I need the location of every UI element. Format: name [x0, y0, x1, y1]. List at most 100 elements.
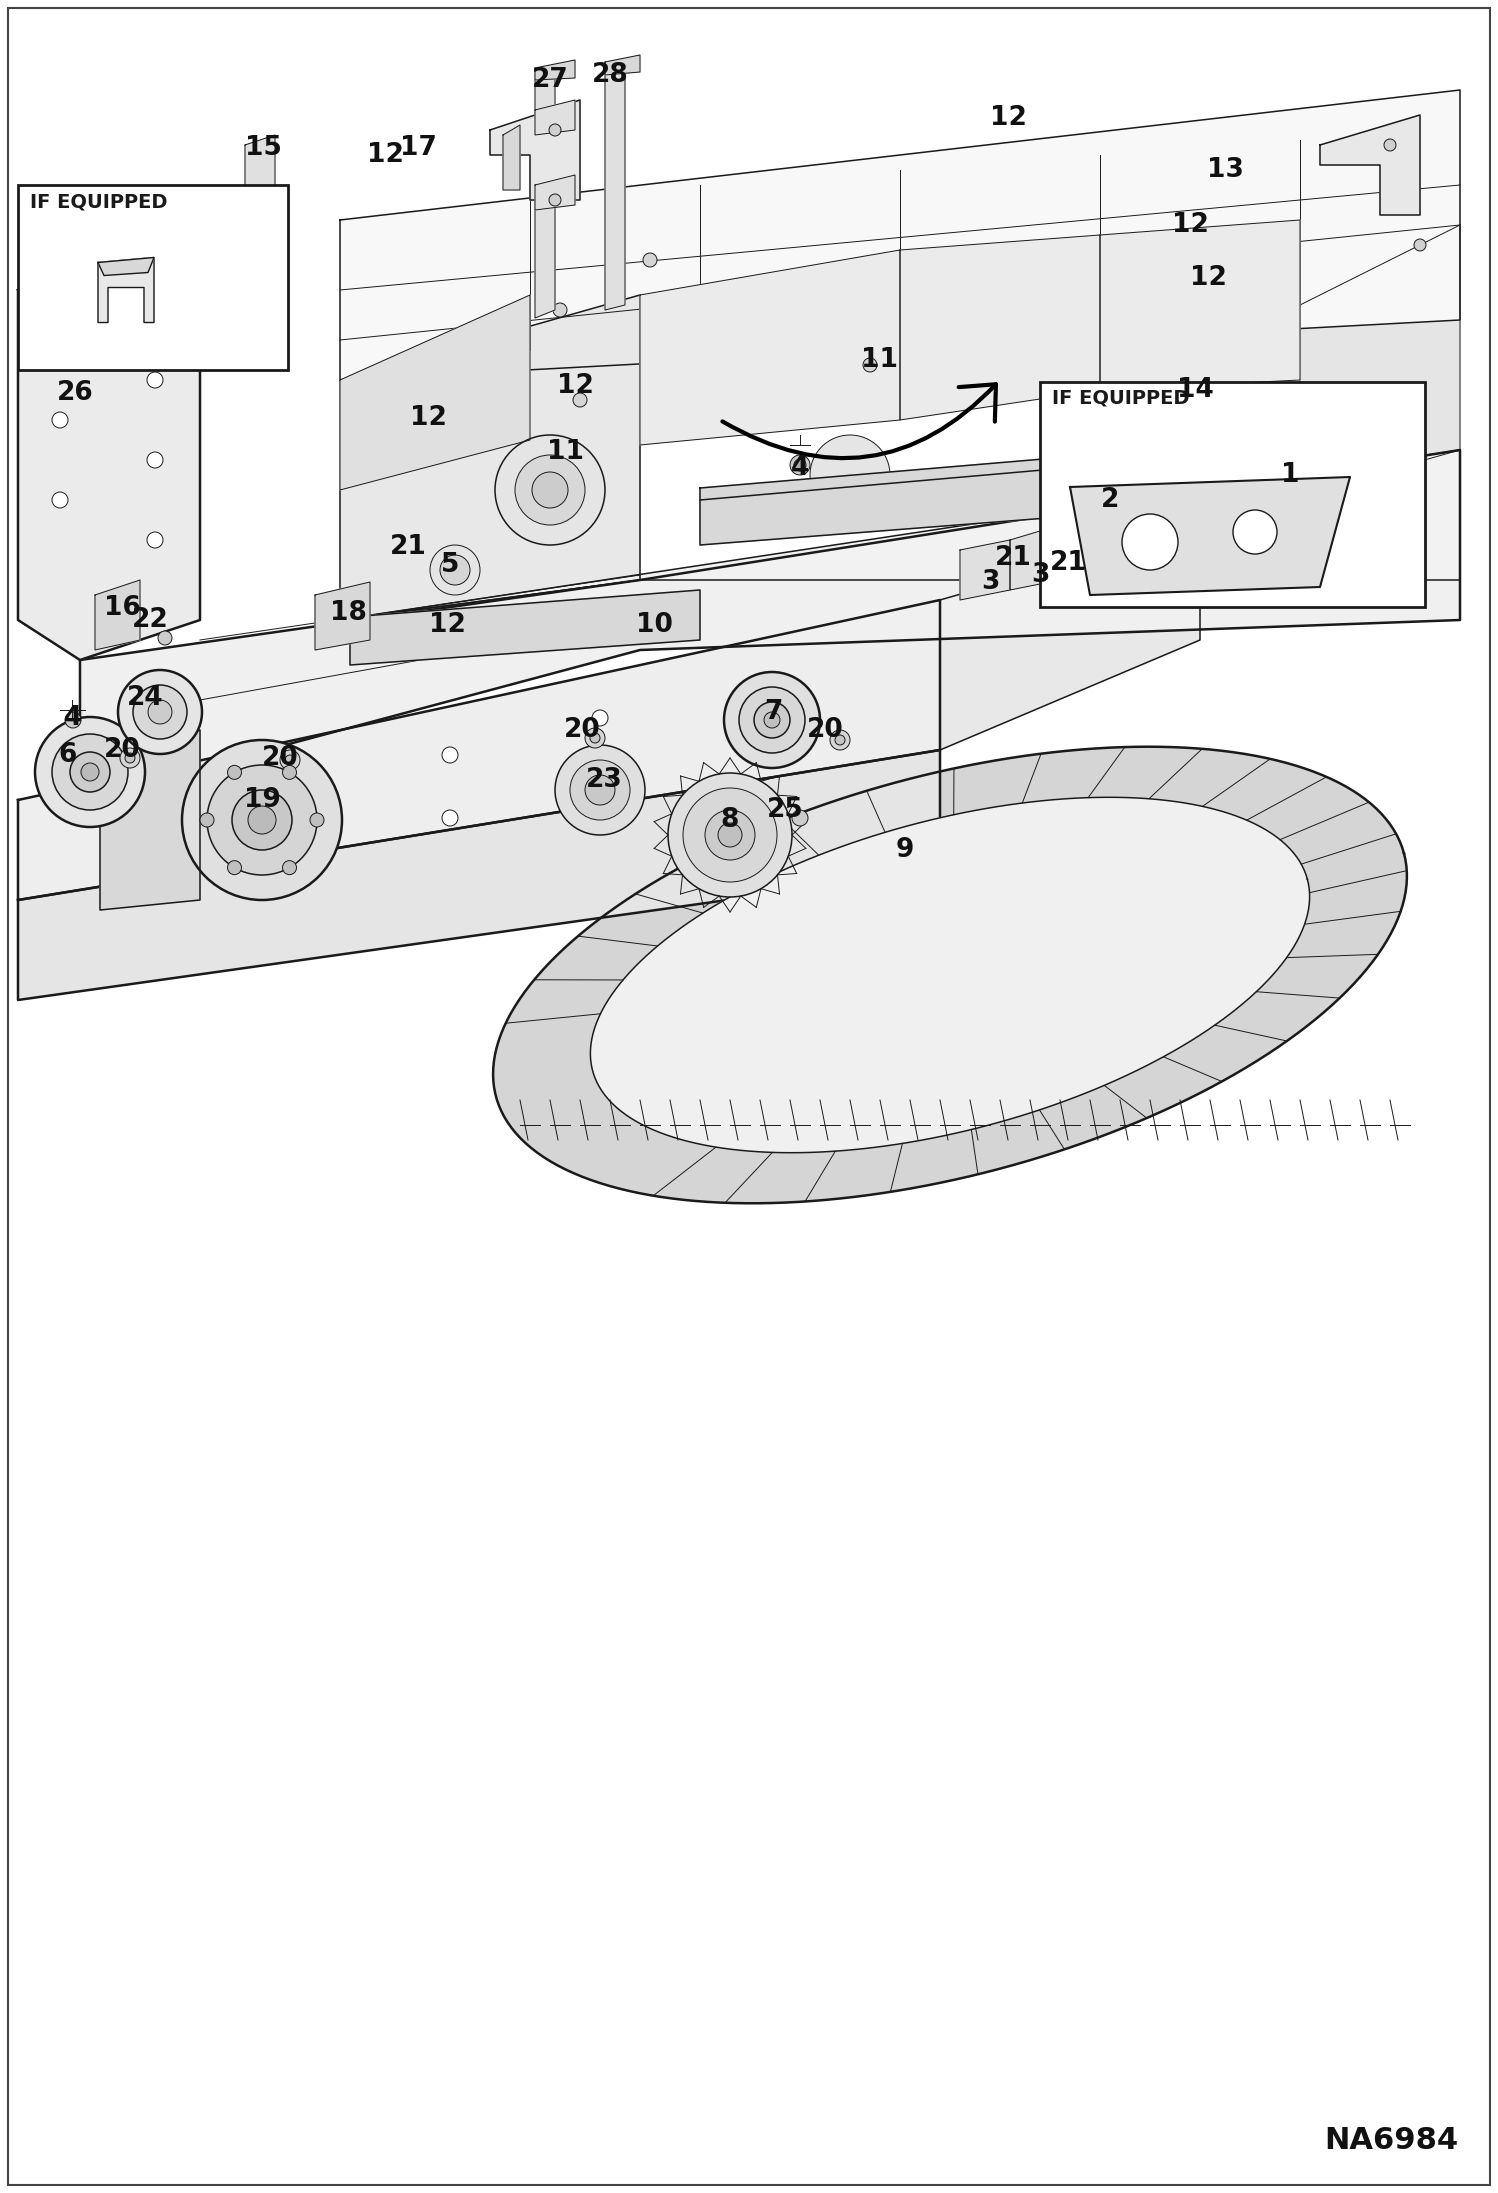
Text: 21: 21	[389, 535, 427, 559]
Text: 21: 21	[995, 546, 1032, 570]
Text: 19: 19	[244, 787, 280, 814]
Circle shape	[683, 787, 777, 882]
Text: 2: 2	[1101, 487, 1119, 513]
Circle shape	[207, 765, 318, 875]
Text: 4: 4	[791, 454, 809, 480]
Polygon shape	[340, 296, 640, 621]
Circle shape	[1279, 456, 1350, 526]
Circle shape	[494, 434, 605, 546]
Text: 12: 12	[409, 406, 446, 432]
Polygon shape	[246, 136, 276, 239]
Circle shape	[147, 452, 163, 467]
Text: 6: 6	[58, 741, 78, 768]
Text: 14: 14	[1176, 377, 1213, 404]
Polygon shape	[1100, 219, 1300, 390]
Circle shape	[794, 458, 806, 471]
Text: 24: 24	[127, 684, 163, 711]
Circle shape	[285, 754, 295, 765]
Circle shape	[548, 125, 560, 136]
Polygon shape	[605, 55, 640, 75]
Text: 12: 12	[557, 373, 593, 399]
Circle shape	[52, 735, 127, 809]
Polygon shape	[941, 524, 1200, 750]
Polygon shape	[97, 257, 154, 276]
Circle shape	[553, 303, 568, 318]
Polygon shape	[340, 296, 530, 489]
Circle shape	[430, 546, 479, 594]
Text: 20: 20	[563, 717, 601, 743]
Circle shape	[834, 735, 845, 746]
Circle shape	[1122, 513, 1177, 570]
Circle shape	[830, 730, 849, 750]
Circle shape	[764, 713, 780, 728]
Text: 12: 12	[1171, 213, 1209, 239]
Circle shape	[718, 822, 742, 846]
Polygon shape	[18, 601, 941, 899]
Circle shape	[228, 860, 241, 875]
Text: 28: 28	[592, 61, 628, 88]
Circle shape	[292, 846, 309, 864]
Text: 12: 12	[428, 612, 466, 638]
Circle shape	[574, 393, 587, 408]
FancyArrowPatch shape	[722, 384, 996, 458]
Circle shape	[147, 292, 163, 307]
Circle shape	[133, 684, 187, 739]
Circle shape	[863, 357, 876, 373]
Circle shape	[724, 671, 819, 768]
Circle shape	[789, 454, 810, 476]
Text: 12: 12	[367, 143, 403, 169]
Circle shape	[1306, 485, 1323, 500]
Polygon shape	[590, 798, 1309, 1154]
Circle shape	[706, 809, 755, 860]
Text: 10: 10	[635, 612, 673, 638]
Circle shape	[249, 807, 276, 833]
Polygon shape	[605, 66, 625, 309]
Circle shape	[232, 789, 292, 851]
Circle shape	[201, 814, 214, 827]
Circle shape	[52, 331, 67, 349]
Polygon shape	[351, 590, 700, 664]
Polygon shape	[535, 175, 575, 211]
Polygon shape	[315, 581, 370, 649]
Bar	[18, 184, 288, 371]
Circle shape	[142, 827, 157, 842]
Circle shape	[118, 671, 202, 754]
Text: 26: 26	[57, 379, 93, 406]
Circle shape	[442, 748, 458, 763]
Circle shape	[792, 809, 807, 827]
Polygon shape	[18, 219, 201, 660]
Polygon shape	[79, 450, 1461, 800]
Circle shape	[1297, 474, 1333, 511]
Circle shape	[586, 728, 605, 748]
Circle shape	[292, 783, 309, 798]
Text: NA6984: NA6984	[1324, 2125, 1458, 2156]
Circle shape	[147, 533, 163, 548]
Circle shape	[668, 772, 792, 897]
Circle shape	[442, 809, 458, 827]
Circle shape	[70, 752, 109, 792]
Text: 17: 17	[400, 136, 436, 160]
Circle shape	[64, 713, 81, 728]
Text: 3: 3	[1031, 561, 1049, 588]
Circle shape	[283, 860, 297, 875]
Text: 9: 9	[896, 838, 914, 864]
Circle shape	[52, 491, 67, 509]
Circle shape	[310, 814, 324, 827]
Polygon shape	[503, 125, 520, 191]
Circle shape	[81, 763, 99, 781]
Circle shape	[280, 750, 300, 770]
Text: 7: 7	[764, 700, 782, 726]
Text: 3: 3	[981, 568, 999, 594]
Text: 20: 20	[103, 737, 141, 763]
Text: 11: 11	[547, 439, 584, 465]
Polygon shape	[100, 730, 201, 910]
Text: 8: 8	[721, 807, 739, 833]
Text: 1: 1	[1281, 463, 1299, 489]
Circle shape	[592, 711, 608, 726]
Circle shape	[34, 717, 145, 827]
Text: 16: 16	[103, 594, 141, 621]
Circle shape	[810, 434, 890, 515]
Circle shape	[1243, 421, 1387, 564]
Circle shape	[157, 632, 172, 645]
Text: 23: 23	[586, 768, 622, 794]
